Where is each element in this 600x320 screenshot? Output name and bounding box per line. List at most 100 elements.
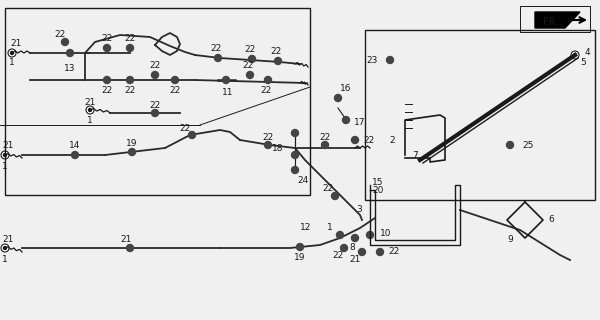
Text: 22: 22 — [271, 46, 281, 55]
Circle shape — [322, 141, 329, 148]
Circle shape — [248, 55, 256, 62]
Text: 22: 22 — [332, 251, 344, 260]
Circle shape — [265, 76, 271, 84]
Text: 22: 22 — [124, 34, 136, 43]
Text: 12: 12 — [301, 223, 311, 233]
Circle shape — [71, 151, 79, 158]
Circle shape — [292, 130, 299, 137]
Circle shape — [358, 249, 365, 255]
Text: 21: 21 — [10, 38, 22, 47]
Bar — [520, 6, 590, 32]
Text: 22: 22 — [211, 44, 221, 52]
Circle shape — [4, 246, 7, 250]
Circle shape — [506, 141, 514, 148]
Text: 25: 25 — [522, 140, 533, 149]
Text: 19: 19 — [126, 139, 138, 148]
Text: 22: 22 — [363, 135, 374, 145]
Text: 21: 21 — [349, 255, 361, 265]
Text: 1: 1 — [9, 58, 15, 67]
Text: 22: 22 — [149, 60, 161, 69]
Circle shape — [127, 244, 133, 252]
Circle shape — [247, 71, 253, 78]
Text: 5: 5 — [580, 58, 586, 67]
Text: 14: 14 — [70, 140, 80, 149]
Text: 22: 22 — [242, 60, 254, 69]
Bar — [5, 8, 310, 195]
Text: 21: 21 — [2, 236, 13, 244]
Circle shape — [292, 151, 299, 158]
Circle shape — [172, 76, 179, 84]
Circle shape — [11, 52, 14, 54]
Text: 24: 24 — [297, 175, 308, 185]
Text: 20: 20 — [372, 186, 383, 195]
Text: 18: 18 — [271, 143, 283, 153]
Circle shape — [331, 193, 338, 199]
Text: 7: 7 — [412, 150, 418, 159]
Circle shape — [8, 49, 16, 57]
Text: 22: 22 — [262, 132, 274, 141]
Text: 6: 6 — [548, 215, 554, 225]
Circle shape — [377, 249, 383, 255]
Circle shape — [574, 53, 577, 57]
Text: 1: 1 — [2, 254, 8, 263]
Text: 3: 3 — [356, 205, 362, 214]
Text: 2: 2 — [389, 135, 395, 145]
Circle shape — [296, 244, 304, 251]
Text: FR.: FR. — [543, 17, 558, 27]
Text: 21: 21 — [84, 98, 95, 107]
Circle shape — [386, 57, 394, 63]
Text: 22: 22 — [101, 85, 113, 94]
Text: 22: 22 — [169, 85, 181, 94]
Circle shape — [367, 231, 373, 238]
Text: 23: 23 — [367, 55, 378, 65]
Text: 15: 15 — [372, 178, 383, 187]
Circle shape — [4, 154, 7, 156]
Circle shape — [343, 116, 349, 124]
Text: 21: 21 — [2, 140, 13, 149]
Circle shape — [89, 108, 92, 111]
Polygon shape — [535, 12, 580, 28]
Text: 16: 16 — [340, 84, 352, 92]
Text: 4: 4 — [585, 47, 590, 57]
Text: 22: 22 — [322, 183, 334, 193]
Text: 19: 19 — [294, 253, 306, 262]
Text: 22: 22 — [244, 44, 256, 53]
Text: 11: 11 — [222, 87, 234, 97]
Circle shape — [335, 94, 341, 101]
Circle shape — [104, 76, 110, 84]
Circle shape — [215, 54, 221, 61]
Circle shape — [127, 76, 133, 84]
Text: 9: 9 — [507, 236, 513, 244]
Text: 22: 22 — [149, 100, 161, 109]
Circle shape — [352, 137, 359, 143]
Circle shape — [352, 235, 359, 242]
Circle shape — [292, 166, 299, 173]
Circle shape — [62, 38, 68, 45]
Text: 22: 22 — [101, 34, 113, 43]
Text: 22: 22 — [124, 85, 136, 94]
Circle shape — [127, 44, 133, 52]
Text: 1: 1 — [2, 162, 8, 171]
Circle shape — [1, 244, 9, 252]
Bar — [365, 30, 595, 200]
Circle shape — [151, 71, 158, 78]
Text: 17: 17 — [354, 117, 365, 126]
Text: 22: 22 — [179, 124, 191, 132]
Text: 1: 1 — [87, 116, 93, 124]
Circle shape — [1, 151, 9, 159]
Circle shape — [86, 106, 94, 114]
Text: 10: 10 — [380, 228, 391, 237]
Circle shape — [67, 50, 74, 57]
Text: 22: 22 — [260, 85, 272, 94]
Text: 1: 1 — [327, 222, 333, 231]
Text: 22: 22 — [388, 247, 399, 257]
Circle shape — [188, 132, 196, 139]
Circle shape — [128, 148, 136, 156]
Circle shape — [223, 76, 229, 84]
Text: 22: 22 — [55, 29, 65, 38]
Circle shape — [337, 231, 343, 238]
Circle shape — [151, 109, 158, 116]
Circle shape — [571, 51, 579, 59]
Circle shape — [274, 58, 281, 65]
Text: 22: 22 — [319, 132, 331, 141]
